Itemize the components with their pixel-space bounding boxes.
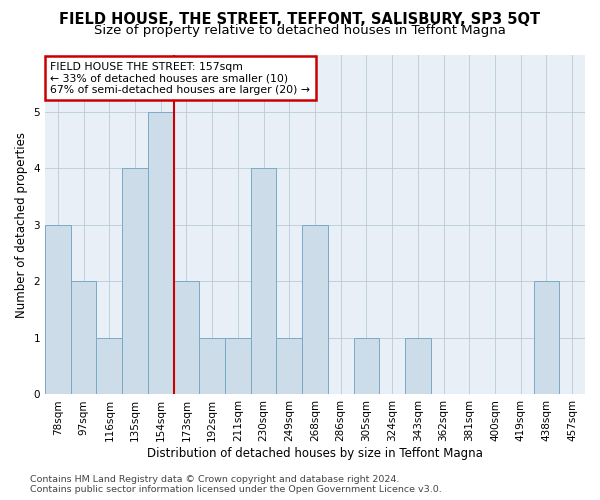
Bar	[148, 112, 173, 395]
Bar	[122, 168, 148, 394]
Bar	[251, 168, 277, 394]
Bar	[277, 338, 302, 394]
Bar	[173, 282, 199, 395]
Bar	[405, 338, 431, 394]
Text: Contains HM Land Registry data © Crown copyright and database right 2024.
Contai: Contains HM Land Registry data © Crown c…	[30, 474, 442, 494]
Text: FIELD HOUSE THE STREET: 157sqm
← 33% of detached houses are smaller (10)
67% of : FIELD HOUSE THE STREET: 157sqm ← 33% of …	[50, 62, 310, 95]
Bar	[225, 338, 251, 394]
Bar	[302, 224, 328, 394]
Bar	[71, 282, 97, 395]
Text: FIELD HOUSE, THE STREET, TEFFONT, SALISBURY, SP3 5QT: FIELD HOUSE, THE STREET, TEFFONT, SALISB…	[59, 12, 541, 28]
Bar	[97, 338, 122, 394]
Bar	[533, 282, 559, 395]
X-axis label: Distribution of detached houses by size in Teffont Magna: Distribution of detached houses by size …	[147, 447, 483, 460]
Bar	[45, 224, 71, 394]
Text: Size of property relative to detached houses in Teffont Magna: Size of property relative to detached ho…	[94, 24, 506, 37]
Y-axis label: Number of detached properties: Number of detached properties	[15, 132, 28, 318]
Bar	[353, 338, 379, 394]
Bar	[199, 338, 225, 394]
